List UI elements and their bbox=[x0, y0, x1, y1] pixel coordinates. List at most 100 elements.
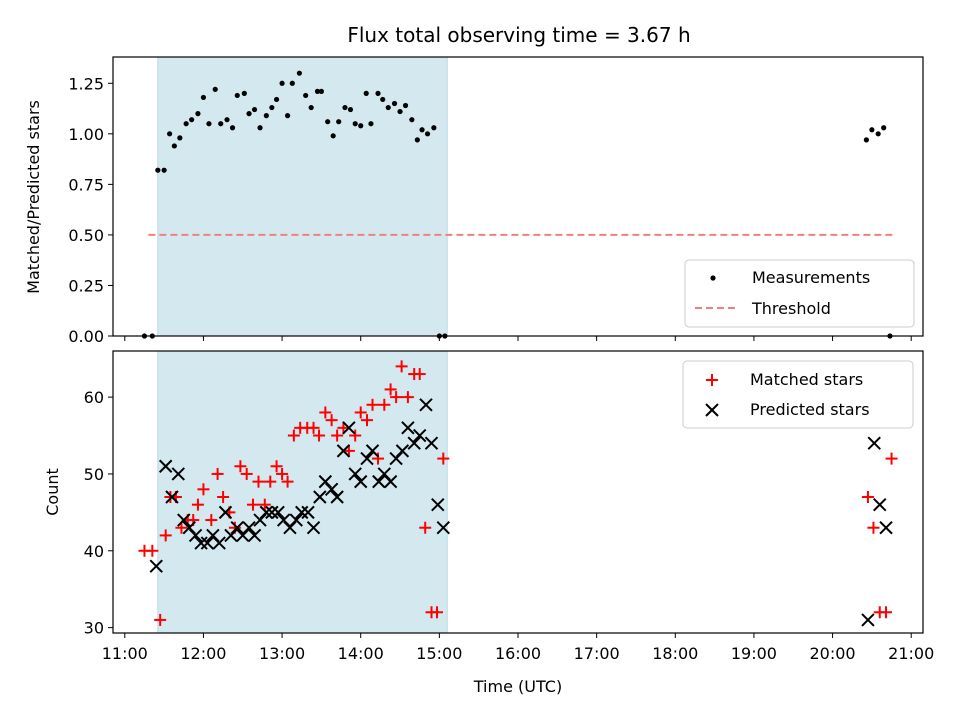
measurement-point bbox=[234, 92, 240, 99]
matched-star-point bbox=[401, 391, 414, 404]
legend-threshold-label: Threshold bbox=[751, 299, 831, 318]
measurement-point bbox=[325, 119, 331, 125]
measurement-point bbox=[385, 104, 391, 111]
predicted-star-point bbox=[401, 421, 415, 435]
top-y-tick-label: 1.25 bbox=[68, 74, 104, 93]
matched-star-point bbox=[342, 444, 355, 457]
measurement-point bbox=[246, 111, 252, 117]
predicted-star-point bbox=[419, 398, 433, 412]
measurement-point bbox=[358, 123, 364, 129]
predicted-star-point bbox=[265, 505, 279, 520]
predicted-star-point bbox=[867, 436, 881, 450]
predicted-star-point bbox=[230, 521, 244, 535]
matched-star-point bbox=[258, 498, 271, 511]
predicted-star-point bbox=[194, 536, 208, 550]
bottom-panel: 30 40 50 60 11:00 12:00 13:00 14:00 15:00 16:00 1… bbox=[43, 350, 934, 696]
x-tick-label: 14:00 bbox=[338, 644, 384, 663]
matched-star-point bbox=[867, 521, 880, 534]
measurement-point bbox=[171, 143, 177, 149]
top-y-tick-label: 0.00 bbox=[68, 327, 104, 346]
predicted-star-point bbox=[336, 444, 351, 458]
measurement-point bbox=[402, 102, 409, 109]
matched-star-point bbox=[349, 429, 362, 442]
bottom-y-tick-label: 50 bbox=[84, 465, 104, 484]
bottom-axes-frame bbox=[112, 350, 924, 634]
matched-star-point bbox=[337, 421, 350, 434]
top-y-tick-label: 0.25 bbox=[68, 276, 104, 295]
predicted-star-point bbox=[412, 428, 427, 443]
matched-star-point bbox=[395, 360, 408, 373]
predicted-star-point bbox=[212, 536, 226, 550]
bottom-y-tick-label: 30 bbox=[84, 619, 104, 638]
measurement-point bbox=[296, 70, 302, 76]
legend-predicted-marker bbox=[705, 403, 719, 417]
predicted-star-point bbox=[372, 474, 386, 489]
measurement-point bbox=[368, 121, 374, 127]
bottom-y-tick-label: 40 bbox=[84, 542, 104, 561]
measurement-point bbox=[195, 111, 201, 117]
matched-star-point bbox=[240, 467, 253, 480]
top-y-tick-label: 0.50 bbox=[68, 226, 104, 245]
measurement-point bbox=[342, 104, 348, 111]
top-y-tick-label: 1.00 bbox=[68, 125, 104, 144]
top-y-axis-label: Matched/Predicted stars bbox=[24, 100, 43, 294]
matched-star-point bbox=[437, 452, 450, 465]
matched-star-point bbox=[354, 406, 367, 419]
predicted-star-point bbox=[242, 521, 256, 535]
measurement-point bbox=[308, 104, 314, 111]
top-axes-frame bbox=[112, 56, 924, 337]
measurement-point bbox=[177, 135, 183, 141]
measurement-point bbox=[380, 96, 386, 103]
measurement-point bbox=[419, 127, 425, 133]
measurement-point bbox=[330, 133, 336, 139]
predicted-star-point bbox=[360, 451, 374, 466]
matched-star-point bbox=[287, 429, 300, 442]
x-tick-label: 13:00 bbox=[259, 644, 305, 663]
x-tick-label: 19:00 bbox=[731, 644, 777, 663]
predicted-star-point bbox=[348, 467, 362, 481]
measurement-point bbox=[347, 106, 354, 113]
predicted-star-point bbox=[873, 497, 887, 512]
measurement-point bbox=[218, 121, 224, 127]
matched-star-point bbox=[413, 368, 426, 381]
measurement-point bbox=[397, 108, 403, 115]
predicted-star-point bbox=[149, 559, 163, 573]
matched-star-point bbox=[861, 490, 874, 503]
matched-star-point bbox=[154, 613, 167, 626]
x-tick-label: 11:00 bbox=[102, 644, 148, 663]
predicted-star-point bbox=[306, 521, 321, 535]
measurement-point bbox=[257, 125, 263, 131]
measurement-point bbox=[289, 80, 295, 86]
matched-star-point bbox=[264, 475, 277, 488]
measurement-point bbox=[279, 80, 285, 86]
predicted-star-point bbox=[395, 444, 410, 458]
predicted-star-point bbox=[383, 474, 398, 489]
measurement-point bbox=[414, 137, 420, 143]
predicted-star-point bbox=[407, 436, 421, 450]
predicted-star-point bbox=[301, 505, 315, 520]
x-tick-label: 16:00 bbox=[495, 644, 541, 663]
measurement-point bbox=[363, 90, 369, 96]
measurement-point bbox=[161, 167, 167, 173]
measurement-point bbox=[251, 106, 258, 113]
matched-star-point bbox=[372, 452, 385, 465]
bottom-y-tick-label: 60 bbox=[84, 388, 104, 407]
matched-star-point bbox=[384, 383, 397, 396]
matched-star-point bbox=[246, 498, 259, 511]
matched-star-point bbox=[419, 521, 432, 534]
predicted-star-point bbox=[295, 505, 309, 520]
measurement-point bbox=[863, 137, 869, 143]
x-tick-label: 17:00 bbox=[574, 644, 620, 663]
bottom-observing-interval bbox=[157, 350, 448, 634]
matched-star-point bbox=[331, 429, 344, 442]
predicted-star-point bbox=[879, 521, 893, 535]
matched-star-point bbox=[159, 529, 172, 542]
measurement-point bbox=[155, 167, 161, 173]
matched-star-point bbox=[234, 460, 247, 473]
predicted-star-point bbox=[431, 497, 445, 512]
top-y-tick-label: 0.75 bbox=[68, 175, 104, 194]
predicted-star-point bbox=[861, 613, 875, 627]
predicted-star-point bbox=[165, 490, 179, 504]
top-panel: 0.00 0.25 0.50 0.75 1.00 1.25 Matched/Predict… bbox=[24, 56, 924, 346]
matched-star-point bbox=[276, 467, 289, 480]
